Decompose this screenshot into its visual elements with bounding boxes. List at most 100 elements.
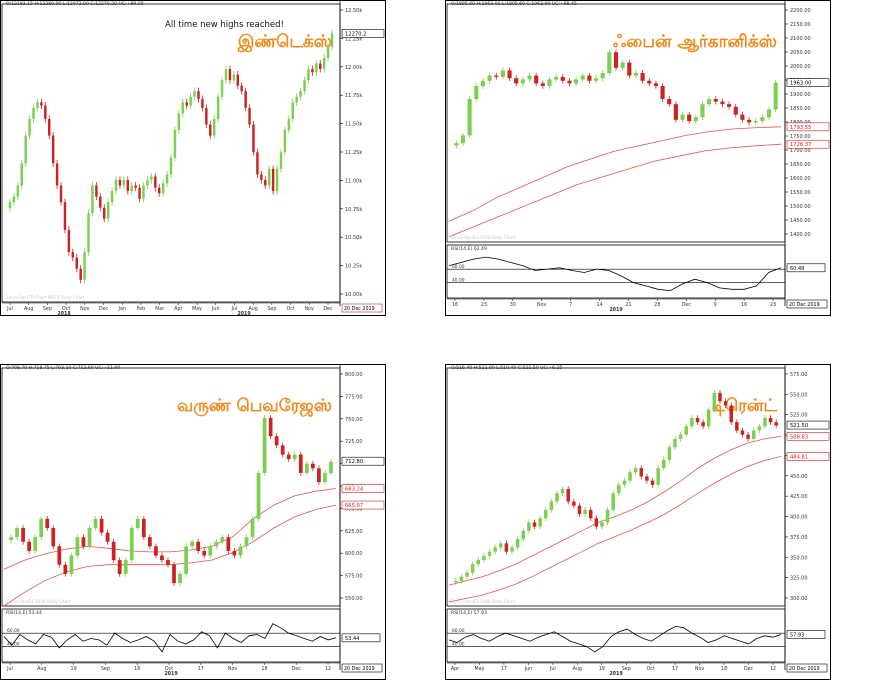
candle-body	[673, 438, 677, 448]
candle	[59, 181, 63, 206]
candle-body	[628, 472, 632, 481]
x-tick-label: Apr	[174, 306, 182, 312]
date-tag	[786, 299, 828, 309]
candle-body	[214, 541, 219, 547]
candle	[185, 98, 188, 110]
watermark-text: Zoom Pan/TR Chart MST1 Daily Chart	[6, 295, 85, 300]
candle-body	[24, 135, 27, 164]
candle-body	[55, 163, 59, 186]
candle	[474, 83, 479, 102]
candle	[51, 132, 55, 167]
candle	[166, 557, 170, 568]
rsi-level-label: 40.00	[7, 642, 20, 648]
candle-body	[474, 86, 479, 99]
candle-body	[459, 576, 464, 581]
candle-body	[751, 430, 756, 439]
x-tick-label: May	[192, 306, 202, 312]
candle	[71, 248, 75, 262]
y-tick-label: 775.00	[345, 394, 363, 400]
candle-body	[154, 176, 157, 188]
moving-average-line	[448, 435, 782, 586]
candle-body	[504, 543, 509, 552]
candle-body	[193, 91, 196, 97]
candle-body	[322, 57, 326, 70]
candle-body	[93, 518, 98, 528]
candle-body	[39, 518, 44, 538]
candle	[713, 96, 718, 105]
candle-body	[87, 528, 92, 547]
candle	[216, 93, 220, 123]
candle	[645, 473, 649, 484]
candle-body	[577, 505, 582, 515]
candle	[27, 538, 32, 554]
ohlc-header: O:1895.60 H:1963.00 L:1895.60 C:1963.00 …	[451, 1, 577, 7]
candle	[723, 398, 728, 409]
candle	[740, 111, 745, 123]
y-tick-label: 12.25k	[345, 36, 362, 42]
candle	[105, 529, 110, 545]
date-tag-label: 20 Dec 2019	[789, 666, 820, 672]
x-tick-label: Feb	[137, 306, 146, 312]
candle	[718, 390, 722, 405]
candle-body	[454, 580, 458, 583]
candle	[250, 516, 255, 540]
x-tick-label: Jul	[231, 306, 238, 312]
rsi-value-tag	[786, 263, 826, 273]
candle-body	[103, 207, 106, 219]
candle	[87, 209, 90, 256]
candle-body	[256, 472, 261, 519]
candle	[44, 102, 47, 123]
y-tick-label: 1400.00	[790, 232, 811, 238]
panel-frame	[0, 0, 386, 316]
candle-body	[499, 543, 503, 548]
candle	[454, 578, 458, 586]
candle-body	[106, 202, 110, 219]
candle-body	[534, 75, 539, 84]
candle-body	[766, 109, 772, 118]
candle-body	[494, 75, 499, 77]
candle-body	[465, 572, 469, 577]
y-tick-label: 11.75k	[345, 93, 362, 99]
candle	[184, 543, 188, 577]
ma-value-label: 484.81	[790, 454, 808, 460]
y-tick-label: 10.75k	[345, 207, 362, 213]
x-tick-label: Sep	[267, 306, 276, 312]
last-value-label: 521.50	[790, 423, 808, 429]
candle	[280, 442, 285, 458]
candle	[662, 456, 666, 471]
candle-body	[307, 69, 310, 81]
candle	[129, 525, 134, 563]
candle	[304, 460, 309, 476]
x-tick-label: Mar	[155, 306, 164, 312]
candle-body	[527, 522, 531, 531]
rsi-line	[448, 625, 782, 653]
candle-body	[718, 392, 722, 402]
chart-panel-index: 12.50k 12.25k 12.00k 11.75k 11.50k 11.25k 11.0…	[0, 0, 386, 316]
candle-body	[250, 518, 255, 538]
candle-body	[727, 104, 732, 107]
candle	[130, 181, 133, 195]
candle	[684, 423, 689, 438]
candle	[751, 427, 756, 442]
ma-value-label: 683.24	[345, 487, 364, 493]
candle	[256, 470, 261, 522]
candle-body	[122, 179, 126, 186]
y-tick-label: 575.00	[790, 372, 808, 378]
candle	[326, 43, 330, 62]
candle	[169, 154, 173, 178]
y-tick-label: 2050.00	[790, 50, 811, 56]
candle-body	[740, 114, 745, 120]
candle-body	[746, 119, 752, 123]
candle	[232, 548, 237, 559]
candle	[588, 507, 593, 522]
candle	[201, 95, 204, 112]
candle-body	[146, 179, 149, 186]
candle	[487, 72, 492, 84]
candle	[729, 402, 733, 425]
candle	[543, 507, 548, 522]
candle	[172, 561, 176, 586]
ma-value-tag	[786, 452, 830, 461]
candle	[587, 72, 592, 84]
chart-panel-trent: 575.00550.00525.00500.00475.00450.00425.…	[445, 364, 831, 680]
x-tick-label: Dec	[292, 666, 302, 672]
